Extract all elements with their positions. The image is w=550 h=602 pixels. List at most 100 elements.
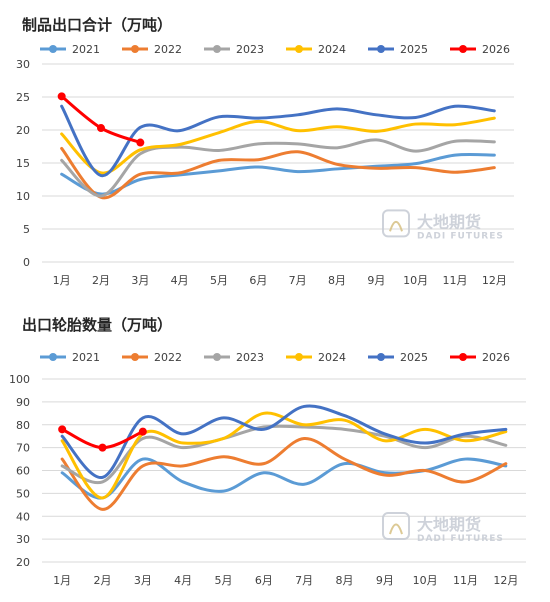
legend-item: 2021 [40,351,100,364]
legend-swatch-marker [295,353,303,361]
legend-item: 2024 [286,351,346,364]
legend-item: 2022 [122,43,182,56]
legend-item: 2023 [204,43,264,56]
series-group [58,404,508,511]
series-line-2025 [60,404,508,479]
x-axis: 1月 2月 3月 4月 5月 6月 7月 8月 9月 10月 11月 12月 [53,274,507,287]
legend-label: 2021 [72,351,100,364]
x-tick-label: 7月 [289,274,307,287]
legend-label: 2022 [154,351,182,364]
x-tick-label: 5月 [210,274,228,287]
legend-swatch-marker [131,45,139,53]
legend-label: 2022 [154,43,182,56]
y-tick-label: 90 [16,396,30,409]
chart-title: 出口轮胎数量（万吨） [22,316,173,334]
x-tick-label: 3月 [131,274,149,287]
x-tick-label: 2月 [94,574,112,587]
legend-label: 2025 [400,351,428,364]
legend-swatch-marker [377,45,385,53]
legend-label: 2026 [482,351,510,364]
watermark-name-en: DADI FUTURES [417,534,504,544]
legend-label: 2024 [318,43,346,56]
y-tick-label: 80 [16,419,30,432]
series-line-2021 [60,152,496,196]
chart-panel-export-total: 制品出口合计（万吨） 0 5 10 15 20 25 30 1月 2月 3月 4月 5月 6月 7月 8月 9… [0,0,550,300]
data-point-2026 [136,138,145,147]
data-point-2026 [98,443,107,452]
series-line-2024 [60,411,508,500]
series-line-2022 [60,146,496,200]
x-tick-label: 12月 [482,274,507,287]
x-tick-label: 10月 [413,574,438,587]
watermark-name-cn: 大地期货 [417,515,481,534]
legend-item: 2026 [450,351,510,364]
legend: 2021 2022 2023 2024 2025 2026 [40,351,510,364]
legend-item: 2026 [450,43,510,56]
series-line-2023 [60,138,496,198]
watermark-logo-mark [389,523,403,535]
y-tick-label: 20 [16,124,30,137]
legend-label: 2026 [482,43,510,56]
chart-title: 制品出口合计（万吨） [22,16,173,34]
gridlines [42,63,514,263]
legend-label: 2024 [318,351,346,364]
y-tick-label: 60 [16,465,30,478]
y-tick-label: 40 [16,510,30,523]
series-line-2025 [60,104,496,178]
watermark-logo-mark [389,220,403,232]
y-tick-label: 5 [23,223,30,236]
legend: 2021 2022 2023 2024 2025 2026 [40,43,510,56]
x-tick-label: 5月 [215,574,233,587]
y-axis: 20 30 40 50 60 70 80 90 100 [9,373,30,569]
x-tick-label: 8月 [328,274,346,287]
legend-item: 2025 [368,43,428,56]
legend-swatch-marker [49,45,57,53]
legend-swatch-marker [459,45,467,53]
x-tick-label: 10月 [403,274,428,287]
y-tick-label: 0 [23,256,30,269]
x-tick-label: 1月 [53,574,71,587]
legend-swatch-marker [131,353,139,361]
y-tick-label: 30 [16,533,30,546]
x-tick-label: 4月 [174,574,192,587]
x-tick-label: 6月 [249,274,267,287]
x-tick-label: 9月 [376,574,394,587]
data-point-2026 [97,124,105,133]
legend-item: 2021 [40,43,100,56]
chart-svg-tire-export: 20 30 40 50 60 70 80 90 100 1月 2月 3月 4月 5月 6月 7月 8月 9月 10月… [9,351,526,587]
y-axis: 0 5 10 15 20 25 30 [16,58,30,269]
y-tick-label: 70 [16,442,30,455]
legend-swatch-marker [295,45,303,53]
legend-label: 2023 [236,43,264,56]
legend-swatch-marker [377,353,385,361]
watermark-logo-icon [382,512,410,541]
data-point-2026 [58,425,67,434]
legend-swatch-marker [213,353,221,361]
x-tick-label: 11月 [443,274,468,287]
watermark-name-en: DADI FUTURES [417,231,504,241]
series-line-2021 [60,457,508,500]
x-tick-label: 11月 [453,574,478,587]
x-tick-label: 8月 [336,574,354,587]
x-tick-label: 7月 [295,574,313,587]
series-group [57,92,496,200]
y-tick-label: 100 [9,373,30,386]
y-tick-label: 50 [16,487,30,500]
legend-item: 2022 [122,351,182,364]
watermark-name-cn: 大地期货 [417,212,481,231]
x-tick-label: 1月 [53,274,71,287]
x-tick-label: 9月 [367,274,385,287]
legend-item: 2024 [286,43,346,56]
legend-swatch-marker [213,45,221,53]
series-line-2022 [60,436,508,511]
series-line-2024 [60,116,496,175]
legend-item: 2023 [204,351,264,364]
legend-swatch-marker [459,353,467,361]
x-tick-label: 6月 [255,574,273,587]
y-tick-label: 10 [16,190,30,203]
x-axis: 1月 2月 3月 4月 5月 6月 7月 8月 9月 10月 11月 12月 [53,574,518,587]
watermark-logo-icon [382,209,410,238]
